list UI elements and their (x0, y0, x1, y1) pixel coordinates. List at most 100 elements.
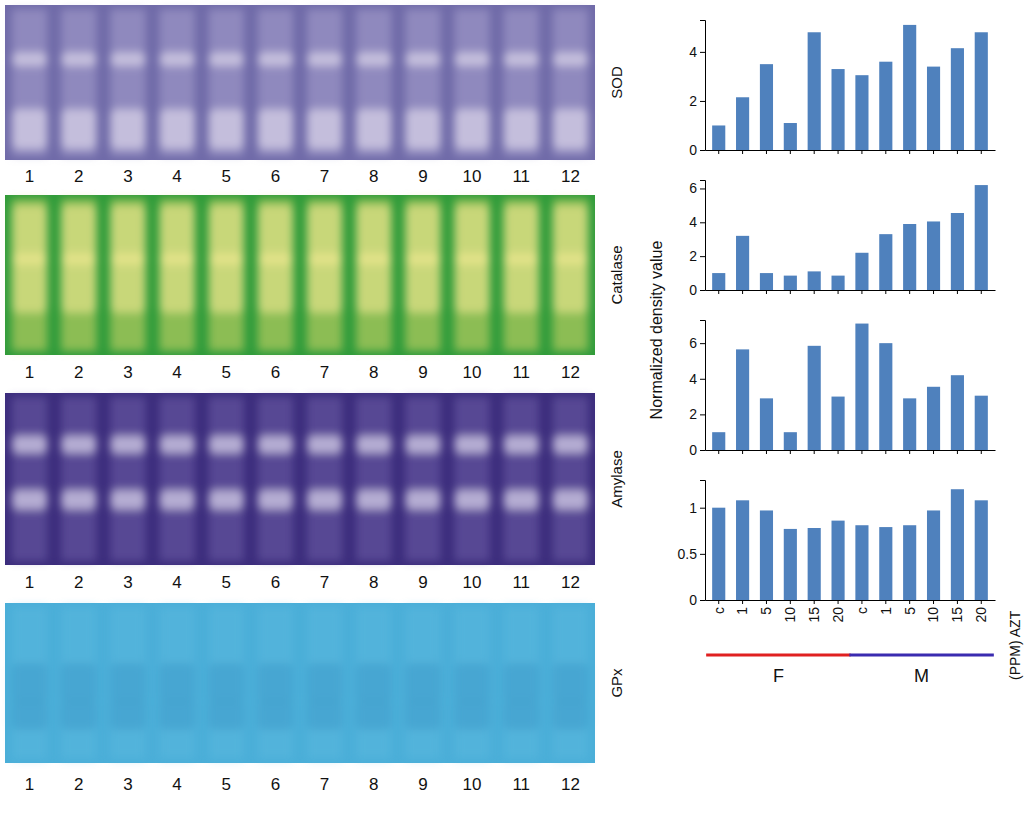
y-tick: 1 (689, 500, 705, 516)
chart: 00.51c15101520c15101520 (678, 481, 996, 623)
bar (808, 528, 821, 600)
y-tick-mark (700, 150, 705, 151)
bar (927, 67, 940, 150)
chart: 0246 (689, 321, 995, 458)
lane-label: 12 (561, 167, 580, 186)
lane-label: 8 (369, 775, 378, 794)
gel-band (356, 663, 391, 703)
y-tick-label: 6 (689, 180, 697, 196)
y-tick: 4 (689, 214, 705, 230)
lane-label: 9 (418, 363, 427, 382)
y-axis: 0246 (689, 180, 705, 298)
gel-lane (356, 607, 391, 759)
gel-band (209, 490, 244, 510)
x-tick-mark (957, 450, 958, 454)
bar (712, 125, 725, 150)
bar (808, 32, 821, 150)
gel-band (454, 253, 489, 313)
gel-band (258, 52, 293, 66)
x-tick (766, 290, 767, 294)
gel-lanes (12, 199, 588, 351)
x-tick-mark (981, 600, 982, 604)
y-tick: 6 (689, 335, 705, 351)
gel-lane (12, 607, 47, 759)
gel-band (307, 253, 342, 313)
lane-label: 3 (123, 573, 132, 592)
gel-lane (12, 9, 47, 156)
bar (903, 25, 916, 150)
lane-label: 8 (369, 167, 378, 186)
y-tick-label: 4 (689, 371, 697, 387)
x-tick (814, 290, 815, 294)
gel-background (5, 393, 595, 565)
x-tick-label: 10 (782, 607, 798, 623)
y-tick-label: 0 (689, 442, 697, 458)
gel (5, 5, 595, 160)
bar (951, 48, 964, 150)
x-tick-mark (742, 450, 743, 454)
gel-lane (307, 199, 342, 351)
gel-lane (258, 397, 293, 561)
x-axis-line (706, 450, 996, 451)
x-tick (933, 450, 934, 454)
x-tick-mark (742, 150, 743, 154)
gel-band (307, 700, 342, 730)
x-tick-mark (981, 290, 982, 294)
y-tick-label: 0 (689, 592, 697, 608)
gel-band (110, 436, 145, 454)
x-tick: 20 (973, 600, 989, 623)
gel-band (258, 663, 293, 703)
lane-label: 4 (172, 775, 181, 794)
gel-lane (159, 397, 194, 561)
x-tick (981, 150, 982, 154)
gel-background (5, 603, 595, 763)
gel-lane (307, 607, 342, 759)
x-tick-mark (814, 290, 815, 294)
bars (712, 185, 988, 290)
bar (784, 276, 797, 290)
gel-band (258, 436, 293, 454)
gel-band (553, 253, 588, 313)
y-axis: 024 (689, 21, 705, 158)
lane-label: 2 (74, 167, 83, 186)
lane-label: 4 (172, 167, 181, 186)
bar (975, 32, 988, 150)
gel-lanes (12, 397, 588, 561)
gel-lane (553, 397, 588, 561)
gel-band (209, 253, 244, 313)
lane-label: 10 (463, 775, 482, 794)
gel-band (258, 490, 293, 510)
x-tick: 15 (949, 600, 965, 623)
bar (832, 397, 845, 450)
y-tick-label: 2 (689, 248, 697, 264)
x-axis-line (706, 290, 996, 291)
gel-band (356, 109, 391, 149)
bar (927, 510, 940, 600)
x-tick-mark (838, 600, 839, 604)
y-tick: 0.5 (678, 546, 705, 562)
x-tick-mark (981, 450, 982, 454)
bar (975, 396, 988, 450)
gel-band (159, 109, 194, 149)
gel-band (356, 253, 391, 313)
gel-lane (209, 607, 244, 759)
x-tick: 15 (806, 600, 822, 623)
gel-lane (61, 607, 96, 759)
gel-background (5, 5, 595, 160)
chart: 024 (689, 21, 995, 158)
y-tick-label: 4 (689, 214, 697, 230)
gel-band (258, 109, 293, 149)
gel-lane (504, 397, 539, 561)
y-tick-label: 2 (689, 93, 697, 109)
x-tick-mark (814, 600, 815, 604)
lane-label: 3 (123, 363, 132, 382)
x-tick (861, 290, 862, 294)
x-tick (909, 450, 910, 454)
gel-band (307, 490, 342, 510)
gel-band (454, 700, 489, 730)
gel-band (110, 253, 145, 313)
lane-label: 11 (512, 775, 530, 794)
bar (879, 62, 892, 150)
gel (5, 393, 595, 565)
x-tick-mark (933, 450, 934, 454)
